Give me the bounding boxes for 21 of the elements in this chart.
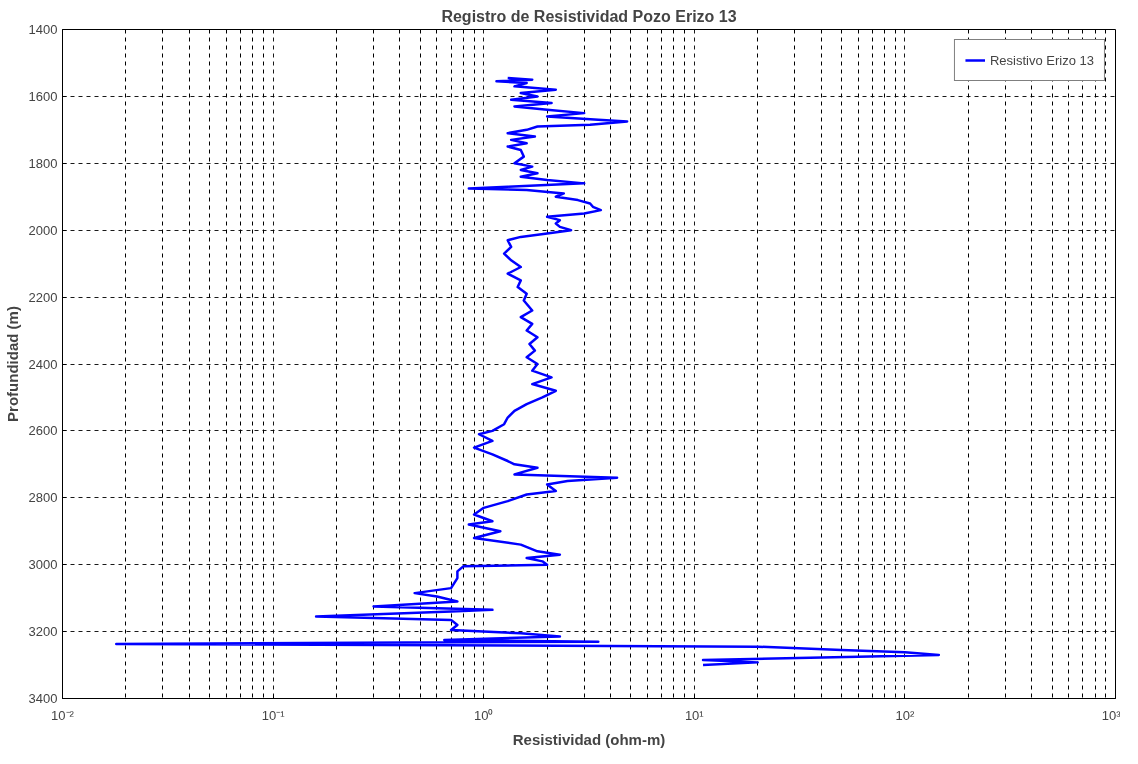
y-tick-label: 2200 [28, 289, 58, 305]
legend-label: Resistivo Erizo 13 [989, 52, 1094, 68]
x-axis-title: Resistividad (ohm-m) [512, 730, 666, 748]
y-tick-label: 2800 [28, 490, 58, 506]
x-tick-label: 10¹ [684, 707, 705, 723]
y-tick-label: 2400 [28, 356, 58, 372]
y-tick-label: 1600 [28, 88, 58, 104]
x-tick-label: 10⁰ [473, 707, 494, 723]
y-tick-label: 3000 [28, 557, 58, 573]
chart-title: Registro de Resistividad Pozo Erizo 13 [441, 7, 737, 25]
y-tick-label: 3200 [28, 624, 58, 640]
x-tick-label: 10³ [1101, 707, 1122, 723]
y-tick-label: 2600 [28, 423, 58, 439]
y-tick-label: 3400 [28, 691, 58, 706]
x-tick-label: 10² [895, 707, 915, 723]
x-tick-label: 10⁻¹ [261, 707, 286, 723]
y-tick-label: 2000 [28, 222, 58, 238]
y-tick-label: 1400 [28, 22, 58, 37]
x-tick-label: 10⁻² [51, 707, 75, 723]
y-tick-label: 1800 [28, 155, 58, 171]
y-axis-title: Profundidad (m) [3, 306, 21, 422]
